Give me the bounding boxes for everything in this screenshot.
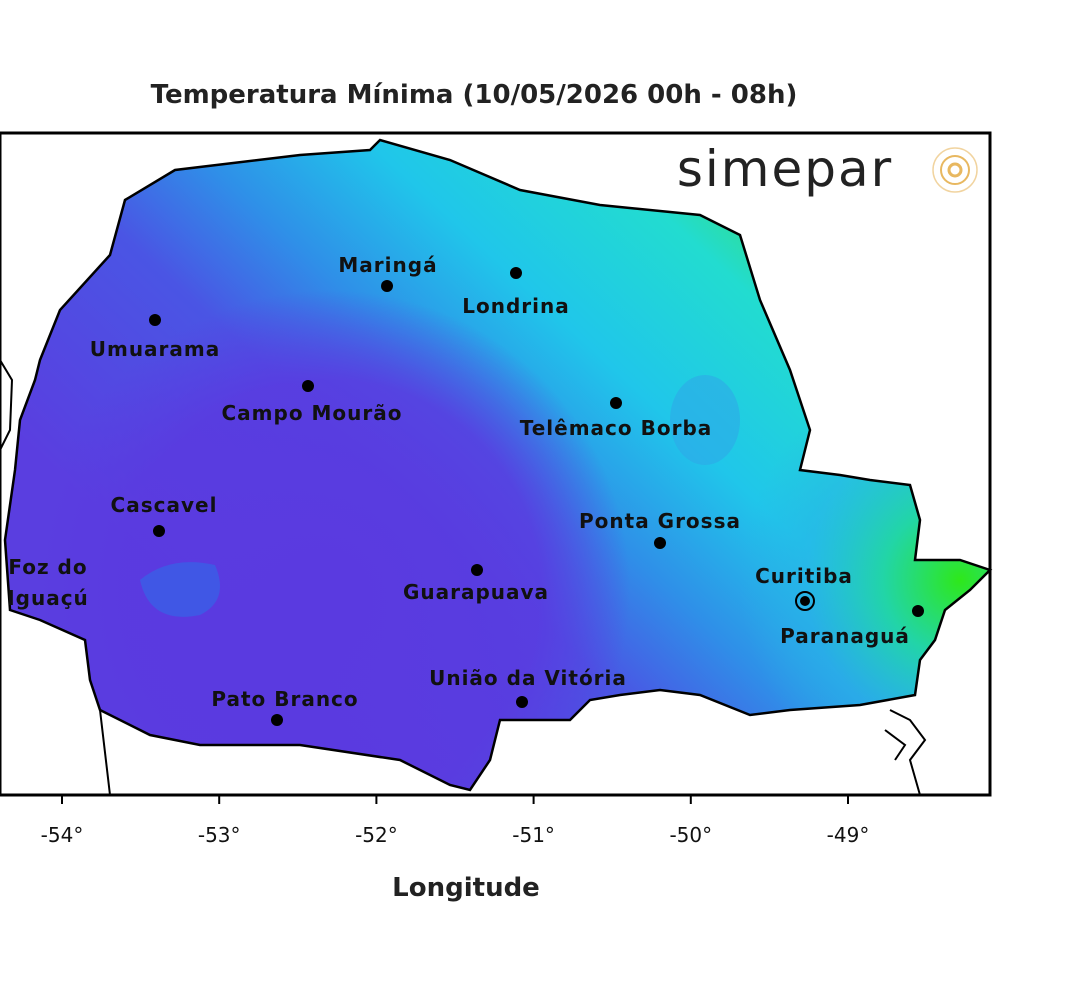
tick-label: -52°: [355, 823, 398, 847]
city-marker: [510, 267, 522, 279]
city-label: Campo Mourão: [221, 401, 402, 425]
city-label: Paranaguá: [780, 624, 910, 648]
city-label: Guarapuava: [403, 580, 549, 604]
map-title: Temperatura Mínima (10/05/2026 00h - 08h…: [151, 80, 798, 110]
city-label: Foz do: [8, 555, 87, 579]
city-label: Iguaçú: [7, 586, 89, 610]
city-marker: [654, 537, 666, 549]
tick-label: -53°: [198, 823, 241, 847]
city-label: Pato Branco: [211, 687, 358, 711]
city-label: Londrina: [462, 294, 570, 318]
city-label: Curitiba: [755, 564, 853, 588]
city-marker: [800, 596, 810, 606]
city-marker: [912, 605, 924, 617]
x-axis-title: Longitude: [392, 873, 540, 903]
cities: Maringá Londrina Umuarama Campo Mourão T…: [7, 253, 924, 726]
city-marker: [381, 280, 393, 292]
city-marker: [516, 696, 528, 708]
logo-text: simepar: [677, 140, 893, 198]
city-marker: [471, 564, 483, 576]
city-marker: [153, 525, 165, 537]
city-label: Maringá: [338, 253, 437, 277]
city-marker: [149, 314, 161, 326]
city-label: Ponta Grossa: [579, 509, 741, 533]
neighbor-borders: [0, 359, 927, 796]
city-marker: [610, 397, 622, 409]
city-label: Cascavel: [111, 493, 218, 517]
city-label: Umuarama: [90, 337, 221, 361]
tick-label: -51°: [512, 823, 555, 847]
city-marker: [271, 714, 283, 726]
tick-label: -49°: [827, 823, 870, 847]
map-frame: [0, 131, 992, 797]
logo-icon: [932, 147, 978, 193]
city-marker: [302, 380, 314, 392]
x-axis: -54° -53° -52° -51° -50° -49°: [41, 795, 870, 847]
city-label: Telêmaco Borba: [520, 416, 713, 440]
capital-ring: [795, 591, 815, 611]
tick-label: -50°: [669, 823, 712, 847]
city-label: União da Vitória: [429, 666, 627, 690]
tick-label: -54°: [41, 823, 84, 847]
